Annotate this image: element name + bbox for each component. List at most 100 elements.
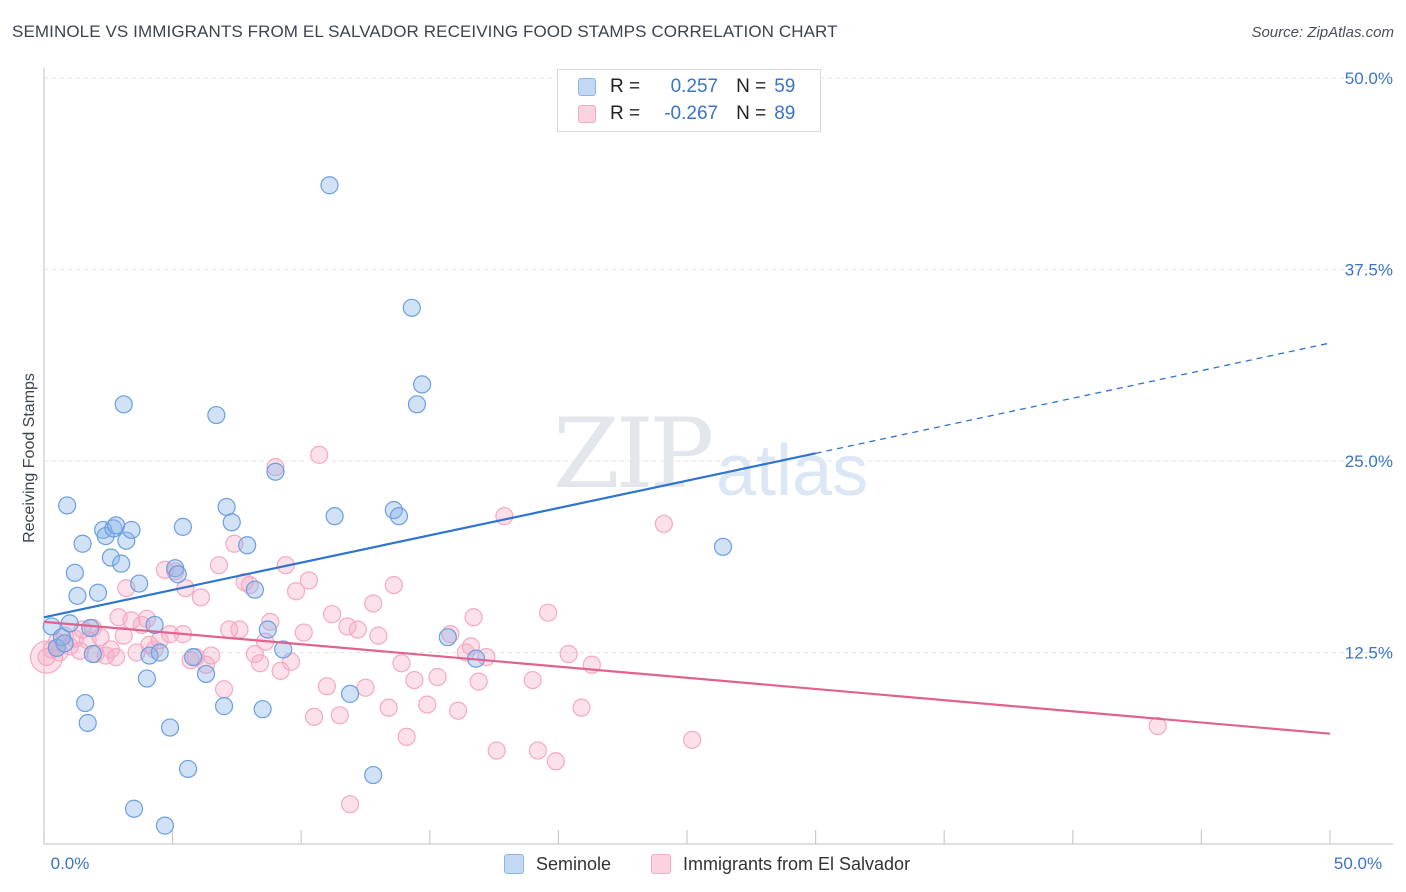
seminole-point: [58, 496, 77, 515]
seminole-point: [178, 759, 198, 779]
seminole-point: [222, 513, 241, 532]
salvador-point: [683, 730, 702, 749]
y-tick-label: 12.5%: [1345, 644, 1393, 663]
salvador-point: [114, 626, 133, 645]
salvador-point: [191, 588, 210, 607]
seminole-point: [217, 497, 236, 517]
seminole-point: [88, 583, 108, 602]
salvador-point: [214, 680, 234, 699]
salvador-point: [230, 620, 249, 639]
seminole-point: [196, 664, 216, 684]
salvador-point: [322, 605, 342, 624]
salvador-point: [428, 667, 447, 687]
salvador-point: [654, 514, 673, 533]
salvador-point: [364, 594, 383, 613]
seminole-point: [101, 548, 120, 567]
salvador-point: [384, 575, 403, 595]
salvador-point: [340, 795, 360, 814]
seminole-point: [389, 507, 409, 526]
seminole-point: [114, 395, 133, 414]
seminole-trend-extension: [815, 342, 1331, 454]
seminole-point: [76, 693, 95, 713]
seminole-point: [83, 644, 102, 664]
salvador-point: [286, 582, 306, 601]
seminole-point: [214, 697, 234, 716]
salvador-point: [348, 620, 367, 639]
bottom-legend-salvador[interactable]: Immigrants from El Salvador: [651, 852, 910, 876]
salvador-swatch: [578, 105, 596, 123]
salvador-point: [523, 670, 542, 690]
salvador-point: [487, 741, 506, 760]
seminole-point: [402, 298, 421, 317]
salvador-point: [29, 640, 64, 674]
salvador-point: [546, 752, 565, 771]
legend-row-salvador: R = -0.267 N = 89: [578, 102, 795, 126]
salvador-point: [202, 646, 221, 665]
salvador-r-value: -0.267: [664, 103, 719, 124]
seminole-point: [117, 531, 136, 550]
seminole-swatch: [578, 78, 596, 96]
seminole-point: [325, 507, 344, 526]
salvador-point: [464, 608, 483, 627]
bottom-legend-seminole[interactable]: Seminole: [504, 852, 611, 876]
seminole-point: [68, 586, 87, 605]
seminole-point: [274, 640, 293, 659]
seminole-point: [258, 620, 277, 639]
seminole-point: [150, 643, 169, 662]
seminole-legend-swatch: [504, 854, 524, 874]
seminole-point: [245, 580, 265, 599]
seminole-point: [184, 647, 203, 667]
seminole-point: [407, 395, 427, 414]
salvador-point: [106, 647, 126, 667]
salvador-point: [294, 623, 313, 642]
salvador-legend-swatch: [651, 854, 671, 874]
salvador-n-value: 89: [774, 103, 796, 124]
salvador-point: [448, 701, 468, 720]
r-label: R =: [610, 76, 641, 97]
seminole-point: [207, 405, 226, 425]
y-tick-label: 50.0%: [1345, 69, 1393, 88]
seminole-point: [412, 375, 432, 394]
seminole-point: [130, 574, 149, 593]
x-tick-label: 0.0%: [51, 854, 90, 873]
seminole-point: [266, 462, 285, 481]
seminole-point: [160, 718, 180, 737]
salvador-point: [91, 628, 110, 647]
seminole-trend-line: [43, 452, 816, 619]
salvador-point: [338, 617, 357, 636]
salvador-point: [304, 707, 324, 726]
n-label: N =: [736, 103, 767, 124]
salvador-point: [469, 672, 488, 691]
salvador-point: [559, 644, 578, 664]
seminole-point: [145, 615, 164, 635]
r-label: R =: [610, 103, 641, 124]
seminole-point: [238, 536, 257, 555]
salvador-point: [405, 670, 424, 690]
seminole-point: [73, 534, 92, 553]
salvador-point: [299, 571, 319, 590]
salvador-point: [356, 678, 375, 697]
seminole-r-value: 0.257: [670, 76, 719, 97]
n-label: N =: [736, 76, 767, 97]
seminole-point: [320, 176, 339, 195]
salvador-point: [330, 706, 349, 725]
seminole-point: [137, 669, 156, 688]
y-tick-label: 37.5%: [1345, 261, 1393, 280]
source-label: Source: ZipAtlas.com: [1251, 24, 1394, 41]
salvador-point: [397, 727, 416, 746]
seminole-point: [122, 520, 141, 540]
seminole-point: [124, 799, 144, 818]
seminole-legend-label: Seminole: [536, 853, 612, 874]
salvador-point: [418, 695, 437, 714]
salvador-point: [250, 654, 270, 673]
seminole-point: [253, 700, 272, 719]
seminole-point: [106, 516, 126, 535]
seminole-point: [713, 537, 733, 556]
y-tick-label: 25.0%: [1345, 452, 1393, 471]
salvador-point: [572, 698, 591, 717]
salvador-point: [379, 698, 398, 717]
seminole-n-value: 59: [774, 76, 796, 97]
legend-row-seminole: R = 0.257 N = 59: [578, 75, 795, 99]
salvador-point: [1148, 716, 1167, 736]
